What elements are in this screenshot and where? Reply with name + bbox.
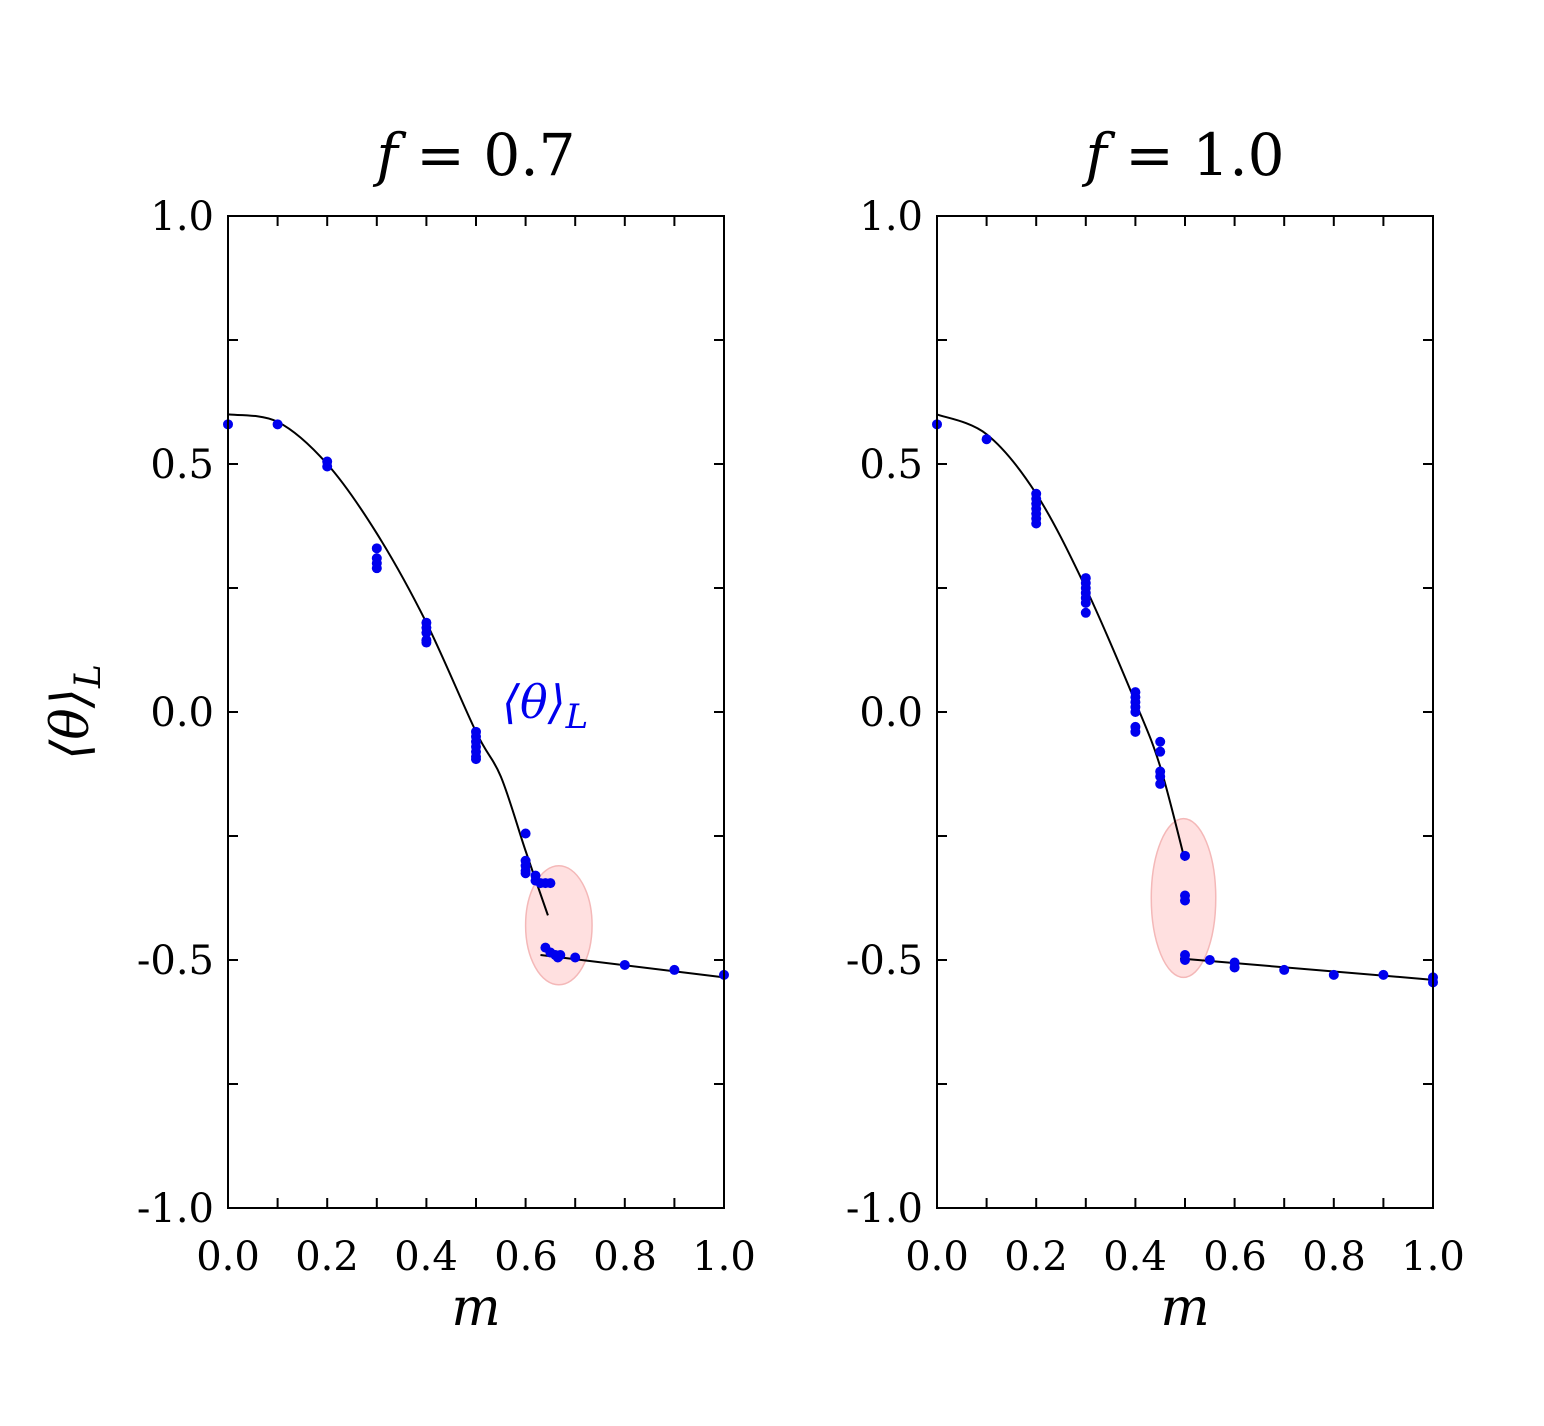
x-axis-label: m	[451, 1278, 500, 1338]
data-points	[932, 419, 1438, 988]
data-point	[272, 419, 283, 430]
x-tick-label: 0.4	[1103, 1234, 1167, 1280]
x-tick-label: 0.6	[494, 1234, 558, 1280]
data-point	[570, 952, 581, 963]
y-tick-label: 0.0	[150, 690, 214, 736]
x-tick-label: 0.0	[196, 1234, 260, 1280]
data-point	[1155, 736, 1166, 747]
plot-frame	[936, 215, 1434, 1209]
panel-title: f = 1.0	[1081, 121, 1284, 189]
plot-frame	[227, 215, 725, 1209]
y-axis-label-sub: L	[68, 664, 109, 689]
data-point	[1155, 771, 1166, 782]
curve-annotation: ⟨θ⟩L	[502, 675, 588, 737]
x-tick-label: 0.0	[905, 1234, 969, 1280]
panel-f07: f = 0.7 -1.0 -0.5 0.0 0.5 1.0 0.0 0.2 0.…	[41, 121, 756, 1338]
data-point	[1080, 607, 1091, 618]
y-tick-label: -1.0	[846, 1186, 923, 1232]
y-tick-label: -0.5	[846, 938, 923, 984]
data-point	[471, 754, 481, 765]
fit-curve	[227, 413, 549, 916]
annotation-sub: L	[565, 697, 589, 737]
y-tick-label: -0.5	[137, 938, 214, 984]
y-tick-label: 1.0	[859, 194, 923, 240]
x-tick-label: 0.2	[1004, 1234, 1068, 1280]
x-tick-label: 0.8	[593, 1234, 657, 1280]
data-points	[223, 419, 729, 980]
data-point	[545, 878, 556, 889]
data-point	[1180, 895, 1190, 906]
x-tick-label: 0.2	[295, 1234, 359, 1280]
x-tick-label: 1.0	[1401, 1234, 1465, 1280]
data-point	[1155, 778, 1166, 789]
data-point	[669, 964, 680, 975]
x-tick-label: 1.0	[692, 1234, 756, 1280]
data-point	[371, 563, 382, 574]
data-point	[1180, 850, 1190, 861]
data-point	[520, 868, 531, 879]
data-point	[619, 959, 630, 970]
data-point	[322, 461, 333, 472]
x-tick-label: 0.6	[1203, 1234, 1267, 1280]
title-eq: = 0.7	[398, 121, 576, 189]
y-tick-label: 0.0	[859, 690, 923, 736]
panel-title: f = 0.7	[372, 121, 575, 189]
x-tick-label: 0.8	[1302, 1234, 1366, 1280]
tick-marks	[227, 215, 725, 1209]
data-point	[1130, 707, 1141, 717]
y-tick-label: 1.0	[150, 194, 214, 240]
fit-line	[1179, 957, 1434, 981]
data-point	[1279, 964, 1290, 975]
data-point	[520, 828, 531, 839]
data-point	[555, 950, 566, 961]
y-tick-label: 0.5	[859, 442, 923, 488]
y-tick-label: 0.5	[150, 442, 214, 488]
fit-lines	[227, 413, 725, 979]
data-point	[1031, 518, 1042, 529]
y-axis-label-main: ⟨θ⟩	[41, 688, 101, 760]
fit-curve	[936, 413, 1186, 862]
x-axis-label: m	[1160, 1278, 1209, 1338]
data-point	[1155, 746, 1166, 757]
data-point	[1328, 969, 1339, 980]
data-point	[1229, 962, 1240, 973]
data-point	[421, 627, 432, 638]
data-point	[421, 637, 432, 648]
data-point	[371, 543, 382, 554]
y-tick-label: -1.0	[137, 1186, 214, 1232]
panel-f10: f = 1.0 -1.0 -0.5 0.0 0.5 1.0 0.0 0.2 0.…	[846, 121, 1465, 1338]
tick-marks	[936, 215, 1434, 1209]
annotation-main: ⟨θ⟩	[502, 675, 566, 729]
data-point	[981, 434, 992, 445]
title-eq: = 1.0	[1107, 121, 1285, 189]
data-point	[1080, 597, 1091, 608]
data-point	[1130, 726, 1141, 737]
y-axis-label: ⟨θ⟩L	[41, 664, 109, 760]
x-tick-label: 0.4	[394, 1234, 458, 1280]
data-point	[1180, 955, 1190, 965]
data-point	[1204, 955, 1215, 965]
data-point	[1378, 969, 1389, 980]
